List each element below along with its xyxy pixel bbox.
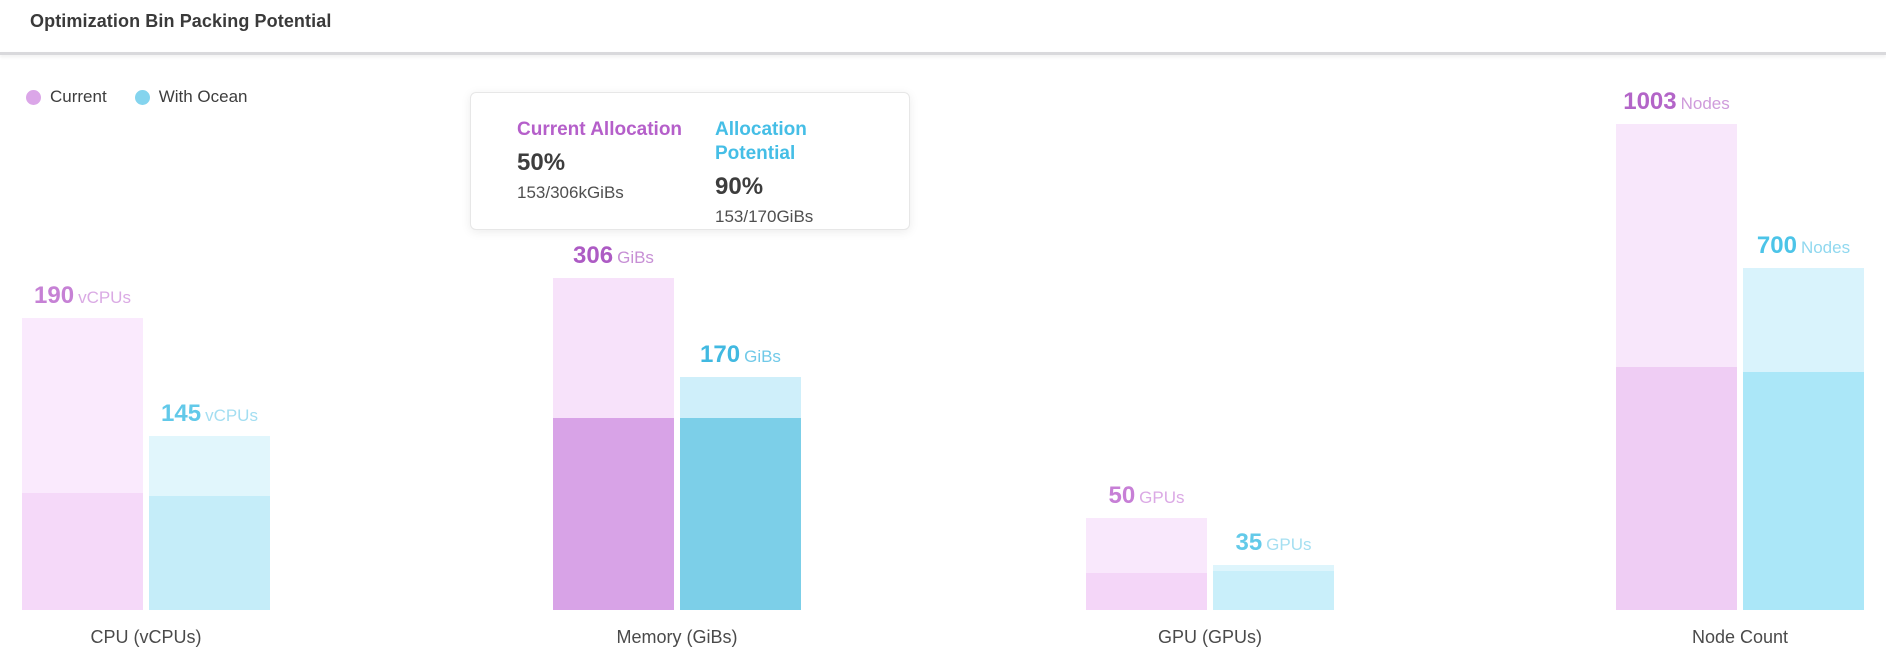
bar-column-cpu-current: 190 vCPUs [22,282,143,610]
bar-value-label: 145 vCPUs [161,400,258,427]
bar-group-node-count: 1003 Nodes 700 Nodes Node Count [1616,88,1864,647]
legend-label-current: Current [50,87,107,106]
bar-memory-with-ocean[interactable] [680,377,801,610]
bar-segment-unfilled [1743,268,1864,372]
bar-value-label: 35 GPUs [1235,529,1312,556]
bar-segment-filled [1213,571,1334,610]
bar-cpu-with-ocean[interactable] [149,436,270,610]
legend-swatch-with-ocean-icon [134,89,150,105]
bar-value-label: 170 GiBs [700,341,781,368]
bar-column-nodes-current: 1003 Nodes [1616,88,1737,610]
allocation-tooltip: Current Allocation 50% 153/306kGiBs Allo… [470,92,910,230]
bar-segment-unfilled [149,436,270,496]
tooltip-potential-percent: 90% [715,173,764,200]
axis-label-gpu: GPU (GPUs) [1157,627,1262,647]
bar-value-label: 700 Nodes [1756,232,1851,259]
legend-swatch-current-icon [26,89,41,105]
bar-segment-unfilled [553,278,674,418]
legend-item-current[interactable]: Current [26,87,107,107]
bar-cpu-current[interactable] [22,318,143,610]
bar-segment-filled [1086,573,1207,610]
bar-column-cpu-with-ocean: 145 vCPUs [149,400,270,610]
axis-label-node-count: Node Count [1691,627,1789,647]
legend-label-with-ocean: With Ocean [158,87,248,106]
bar-segment-filled [1616,367,1737,610]
legend-item-with-ocean[interactable]: With Ocean [134,87,248,107]
bar-segment-filled [22,493,143,610]
bar-segment-unfilled [22,318,143,493]
bar-memory-current[interactable] [553,278,674,610]
bar-column-memory-current: 306 GiBs [553,242,674,610]
bar-column-gpu-with-ocean: 35 GPUs [1213,529,1334,610]
bar-gpu-current[interactable] [1086,518,1207,610]
bar-value-label: 306 GiBs [573,242,654,269]
bar-segment-unfilled [1213,565,1334,571]
axis-label-memory: Memory (GiBs) [616,627,738,647]
bar-value-label: 50 GPUs [1108,482,1185,509]
bar-value-label: 190 vCPUs [34,282,131,309]
tooltip-potential-detail: 153/170GiBs [715,207,814,226]
bar-segment-filled [553,418,674,610]
bar-value-label: 1003 Nodes [1623,88,1730,115]
bar-gpu-with-ocean[interactable] [1213,565,1334,610]
bar-nodes-with-ocean[interactable] [1743,268,1864,610]
bar-segment-filled [1743,372,1864,610]
tooltip-allocation-potential: Allocation Potential 90% 153/170GiBs [715,118,885,229]
bar-segment-unfilled [680,377,801,418]
bar-segment-filled [680,418,801,610]
chart-legend: Current With Ocean [26,87,276,107]
tooltip-current-allocation: Current Allocation 50% 153/306kGiBs [517,118,687,229]
bar-column-gpu-current: 50 GPUs [1086,482,1207,610]
bar-segment-unfilled [1616,124,1737,367]
bar-nodes-current[interactable] [1616,124,1737,610]
header-divider [0,52,1886,55]
tooltip-potential-heading: Allocation Potential [715,119,807,164]
tooltip-current-heading: Current Allocation [517,119,683,140]
bar-column-memory-with-ocean: 170 GiBs [680,341,801,610]
bar-group-cpu: 190 vCPUs 145 vCPUs CPU (vCPUs) [22,282,270,647]
bar-segment-unfilled [1086,518,1207,573]
tooltip-current-percent: 50% [517,149,566,176]
bar-group-gpu: 50 GPUs 35 GPUs GPU (GPUs) [1086,482,1334,647]
bar-group-memory: 306 GiBs 170 GiBs Memory (GiBs) [553,242,801,647]
page-title: Optimization Bin Packing Potential [30,11,332,31]
tooltip-current-detail: 153/306kGiBs [517,183,624,202]
bar-segment-filled [149,496,270,610]
bar-column-nodes-with-ocean: 700 Nodes [1743,232,1864,610]
axis-label-cpu: CPU (vCPUs) [90,627,202,647]
panel-header: Optimization Bin Packing Potential [0,0,1886,52]
